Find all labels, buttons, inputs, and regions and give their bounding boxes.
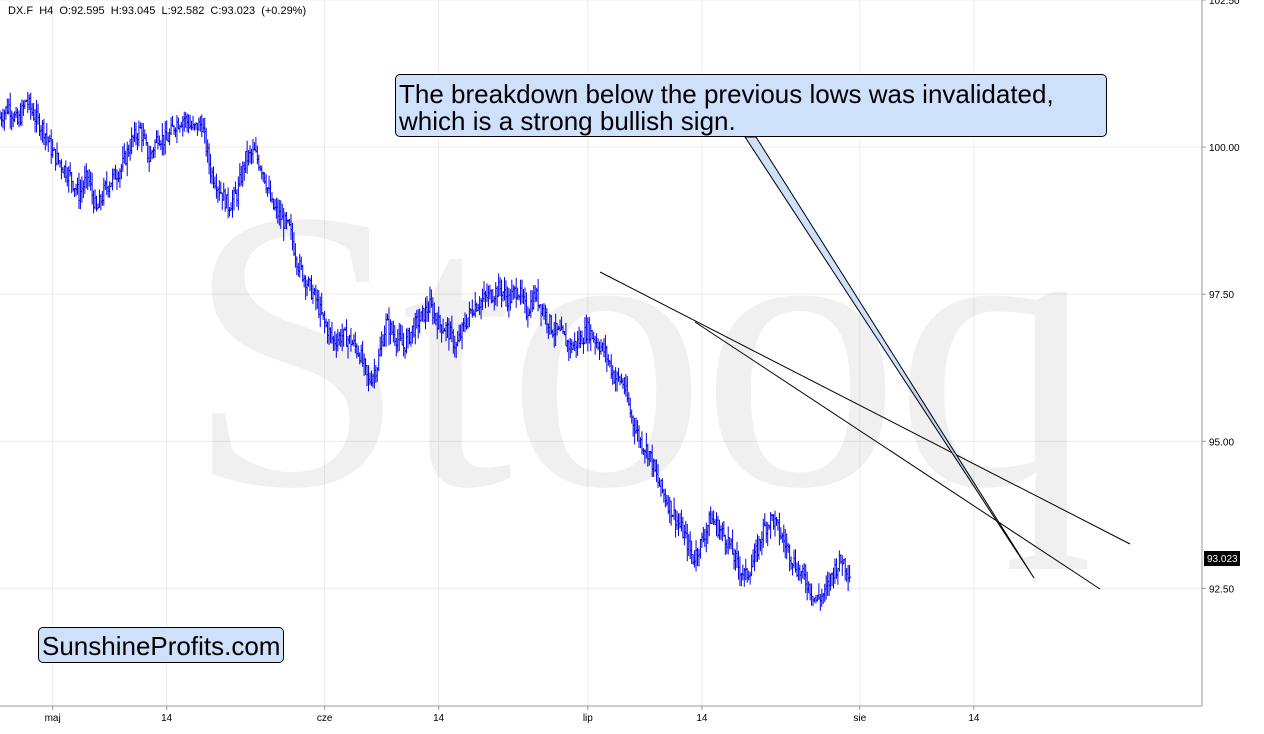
- x-tick-label: sie: [853, 713, 866, 724]
- x-tick-label: 14: [433, 713, 445, 724]
- upper-trendline: [599, 271, 1131, 545]
- y-tick-label: 92.50: [1209, 584, 1234, 595]
- brand-label: SunshineProfits.com: [38, 627, 285, 663]
- x-axis-ticks: maj 14 cze 14 lip 14 sie 14: [45, 706, 980, 724]
- last-price-label: 93.023: [1204, 551, 1240, 566]
- symbol: DX.F: [8, 5, 34, 17]
- y-tick-label: 100.00: [1209, 143, 1240, 154]
- last-price-value: 93.023: [1207, 554, 1238, 565]
- annotation-callout: The breakdown below the previous lows wa…: [395, 74, 1107, 137]
- y-tick-label: 97.50: [1209, 290, 1234, 301]
- x-tick-label: 14: [161, 713, 173, 724]
- x-tick-label: lip: [583, 713, 593, 724]
- trend-lines: [599, 136, 1131, 590]
- lower-trendline: [694, 321, 1101, 590]
- y-tick-label: 95.00: [1209, 437, 1234, 448]
- callout-pointer: [744, 136, 1035, 579]
- watermark: Stooq: [185, 128, 1095, 571]
- interval: H4: [39, 5, 54, 17]
- chart-header: DX.F H4 O:92.595 H:93.045 L:92.582 C:93.…: [8, 5, 306, 17]
- y-tick-label: 102.50: [1209, 0, 1240, 7]
- x-tick-label: cze: [317, 713, 333, 724]
- last-price-box: [1204, 551, 1240, 566]
- price-series: [0, 92, 852, 611]
- x-tick-label: 14: [968, 713, 980, 724]
- ohlc-readout: O:92.595 H:93.045 L:92.582 C:93.023 (+0.…: [59, 5, 307, 17]
- x-tick-label: 14: [696, 713, 708, 724]
- x-tick-label: maj: [45, 713, 61, 724]
- y-axis-ticks: 102.50 100.00 97.50 95.00 92.50: [1202, 0, 1240, 595]
